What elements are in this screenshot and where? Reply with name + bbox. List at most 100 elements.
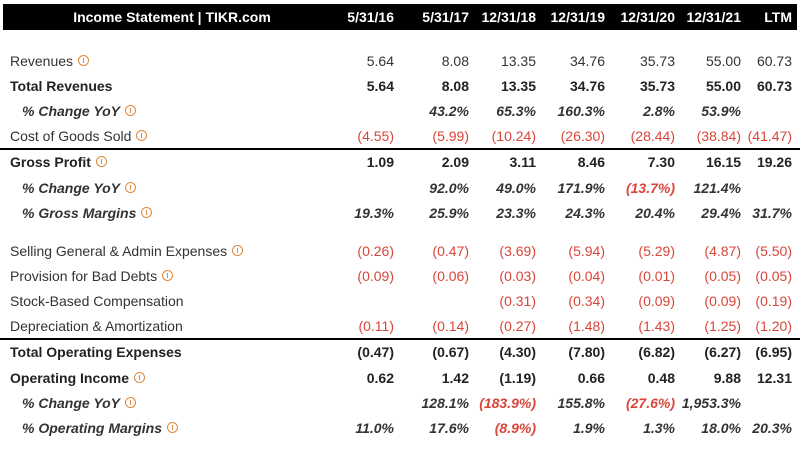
value-cell: (0.09)	[357, 268, 394, 284]
table-row[interactable]: Provision for Bad Debts (0.09) (0.06) (0.03…	[0, 264, 800, 289]
info-icon[interactable]	[125, 182, 137, 193]
table-row[interactable]: Operating Income 0.62 1.42 (1.19) 0.66 0.48 9.…	[0, 366, 800, 391]
info-icon[interactable]	[125, 105, 137, 116]
row-label[interactable]: Cost of Goods Sold	[10, 124, 148, 149]
row-label[interactable]: Revenues	[10, 49, 90, 74]
value-cell: 2.09	[441, 154, 469, 170]
value-cell: 20.3%	[752, 420, 792, 436]
info-icon[interactable]	[167, 422, 179, 433]
table-row[interactable]: Depreciation & Amortization (0.11) (0.14) (…	[0, 314, 800, 339]
value-cell: (6.95)	[755, 344, 792, 360]
row-label-text: % Change YoY	[22, 395, 121, 411]
value-cell: (1.48)	[568, 318, 605, 334]
row-label[interactable]: Depreciation & Amortization	[10, 314, 183, 339]
row-label[interactable]: Total Operating Expenses	[10, 340, 182, 365]
row-label-text: % Gross Margins	[22, 205, 137, 221]
info-icon[interactable]	[95, 156, 107, 167]
table-row[interactable]: Gross Profit 1.09 2.09 3.11 8.46 7.30 16.15 19.…	[0, 148, 800, 175]
value-cell: 8.46	[577, 154, 605, 170]
value-cell: (4.30)	[499, 344, 536, 360]
table-row[interactable]: % Change YoY 43.2% 65.3% 160.3% 2.8% 53.9%	[0, 99, 800, 124]
row-label-text: % Change YoY	[22, 103, 121, 119]
value-cell: (0.09)	[638, 293, 675, 309]
value-cell: (41.47)	[747, 128, 792, 144]
value-cell: 55.00	[705, 53, 741, 69]
info-icon[interactable]	[134, 372, 146, 383]
table-row[interactable]: % Operating Margins 11.0% 17.6% (8.9%) 1.9% 1…	[0, 416, 800, 441]
row-label[interactable]: Selling General & Admin Expenses	[10, 239, 244, 264]
value-cell: (0.03)	[499, 268, 536, 284]
value-cell: 171.9%	[557, 180, 605, 196]
value-cell: (28.44)	[630, 128, 675, 144]
value-cell: (10.24)	[491, 128, 536, 144]
value-cell: 24.3%	[565, 205, 605, 221]
column-header[interactable]: 12/31/19	[550, 9, 606, 25]
table-row[interactable]: Total Operating Expenses (0.47) (0.67) (4.3…	[0, 338, 800, 365]
value-cell: 34.76	[569, 78, 605, 94]
row-label-text: Revenues	[10, 53, 74, 69]
row-label[interactable]: Provision for Bad Debts	[10, 264, 174, 289]
value-cell: 19.26	[756, 154, 792, 170]
table-row[interactable]: Revenues 5.64 8.08 13.35 34.76 35.73 55.00 60.7…	[0, 49, 800, 74]
column-header[interactable]: LTM	[764, 9, 792, 25]
column-header[interactable]: 5/31/17	[422, 9, 469, 25]
column-header[interactable]: 5/31/16	[347, 9, 394, 25]
table-row[interactable]: Total Revenues 5.64 8.08 13.35 34.76 35.73 55.…	[0, 74, 800, 99]
column-header[interactable]: 12/31/20	[620, 9, 676, 25]
table-row[interactable]: % Change YoY 128.1% (183.9%) 155.8% (27.6%) 1…	[0, 391, 800, 416]
row-label[interactable]: Stock-Based Compensation	[10, 289, 184, 314]
value-cell: 5.64	[366, 53, 394, 69]
value-cell: (0.14)	[432, 318, 469, 334]
row-label[interactable]: % Change YoY	[22, 391, 137, 416]
value-cell: (5.94)	[568, 243, 605, 259]
row-label[interactable]: % Change YoY	[22, 99, 137, 124]
table-row[interactable]: Stock-Based Compensation (0.31) (0.34) (0.0…	[0, 289, 800, 314]
value-cell: 7.30	[647, 154, 675, 170]
value-cell: 31.7%	[752, 205, 792, 221]
value-cell: (0.34)	[568, 293, 605, 309]
table-row[interactable]: Selling General & Admin Expenses (0.26) (0…	[0, 239, 800, 264]
value-cell: 1.42	[441, 370, 469, 386]
row-label[interactable]: Gross Profit	[10, 150, 107, 175]
row-label[interactable]: % Gross Margins	[22, 201, 153, 226]
value-cell: 20.4%	[635, 205, 675, 221]
value-cell: (3.69)	[499, 243, 536, 259]
value-cell: (0.05)	[755, 268, 792, 284]
row-label-text: Selling General & Admin Expenses	[10, 243, 228, 259]
info-icon[interactable]	[136, 130, 148, 141]
row-label[interactable]: Operating Income	[10, 366, 146, 391]
table-row[interactable]: % Gross Margins 19.3% 25.9% 23.3% 24.3% 20.4%…	[0, 201, 800, 226]
value-cell: (5.29)	[638, 243, 675, 259]
value-cell: 29.4%	[701, 205, 741, 221]
info-icon[interactable]	[78, 55, 90, 66]
row-label[interactable]: Total Revenues	[10, 74, 112, 99]
value-cell: (26.30)	[560, 128, 605, 144]
value-cell: 0.62	[366, 370, 394, 386]
row-label-text: Provision for Bad Debts	[10, 268, 158, 284]
row-label-text: Total Operating Expenses	[10, 344, 182, 360]
value-cell: 17.6%	[429, 420, 469, 436]
value-cell: 0.48	[647, 370, 675, 386]
info-icon[interactable]	[162, 270, 174, 281]
info-icon[interactable]	[125, 397, 137, 408]
value-cell: (8.9%)	[494, 420, 536, 436]
row-label-text: Total Revenues	[10, 78, 113, 94]
value-cell: (0.47)	[357, 344, 394, 360]
value-cell: (0.26)	[357, 243, 394, 259]
value-cell: 53.9%	[701, 103, 741, 119]
value-cell: (0.01)	[638, 268, 675, 284]
value-cell: (4.87)	[704, 243, 741, 259]
table-row[interactable]: Cost of Goods Sold (4.55) (5.99) (10.24) (26…	[0, 124, 800, 149]
value-cell: 11.0%	[355, 420, 394, 436]
info-icon[interactable]	[141, 207, 153, 218]
info-icon[interactable]	[232, 245, 244, 256]
table-row[interactable]: % Change YoY 92.0% 49.0% 171.9% (13.7%) 121.4…	[0, 176, 800, 201]
value-cell: 35.73	[639, 53, 675, 69]
value-cell: 121.4%	[693, 180, 741, 196]
value-cell: 8.08	[441, 53, 469, 69]
column-header[interactable]: 12/31/18	[481, 9, 537, 25]
row-label[interactable]: % Change YoY	[22, 176, 137, 201]
column-header[interactable]: 12/31/21	[686, 9, 742, 25]
row-label-text: % Operating Margins	[22, 420, 163, 436]
row-label[interactable]: % Operating Margins	[22, 416, 179, 441]
